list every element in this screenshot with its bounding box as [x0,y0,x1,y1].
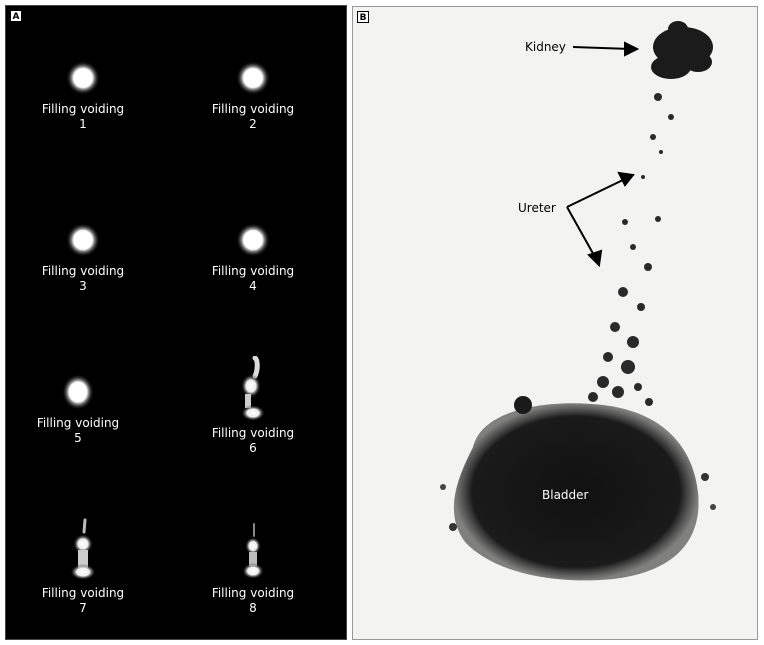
kidney-label: Kidney [525,40,566,54]
ureter-label: Ureter [518,201,556,215]
frame-caption: Filling voiding [41,264,125,278]
reflux-image [242,523,264,579]
frame-caption: Filling voiding [41,586,125,600]
scan-frame-1: Filling voiding 1 [8,58,158,132]
frame-caption: Filling voiding [36,416,120,430]
scan-frame-2: Filling voiding 2 [178,58,328,132]
frame-caption: Filling voiding [211,102,295,116]
scan-frame-8: Filling voiding 8 [178,518,328,616]
scan-frame-7: Filling voiding 7 [8,518,158,616]
frame-number: 2 [249,117,257,131]
bladder-dot-image [236,223,270,257]
cystogram-image [440,21,716,581]
reflux-image [70,518,96,580]
arrow-icon [566,171,635,208]
scan-frame-6: Filling voiding 6 [178,356,328,456]
scan-frame-4: Filling voiding 4 [178,220,328,294]
frame-caption: Filling voiding [211,426,295,440]
arrow-icon [572,41,640,57]
frame-caption: Filling voiding [211,264,295,278]
bladder-dot-image [66,223,100,257]
ureter-shadow [588,93,674,406]
reflux-image [241,356,265,421]
panel-a-scintigraphy: A Filling voiding 1 Filling voiding 2 Fill… [5,5,347,640]
frame-number: 5 [74,431,82,445]
panel-b-radiograph: B Kidney Ureter Bladder [352,6,758,640]
bladder-shadow [440,396,716,581]
bladder-label: Bladder [542,488,589,502]
frame-number: 8 [249,601,257,615]
frame-caption: Filling voiding [41,102,125,116]
frame-number: 7 [79,601,87,615]
bladder-dot-image [62,374,94,410]
bladder-dot-image [66,61,100,95]
frame-number: 3 [79,279,87,293]
panel-a-label: A [10,10,22,22]
scan-frame-3: Filling voiding 3 [8,220,158,294]
panel-b-label: B [357,11,369,23]
arrow-icon [566,206,603,268]
frame-caption: Filling voiding [211,586,295,600]
frame-number: 6 [249,441,257,455]
frame-number: 1 [79,117,87,131]
kidney-shadow [651,21,713,79]
frame-number: 4 [249,279,257,293]
bladder-dot-image [236,61,270,95]
scan-frame-5: Filling voiding 5 [3,372,153,446]
